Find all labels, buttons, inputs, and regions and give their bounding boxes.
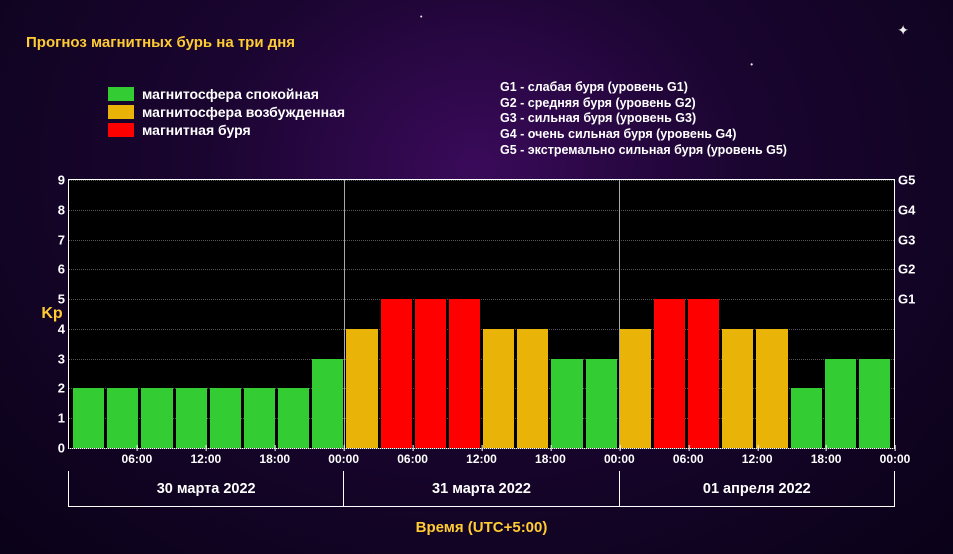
legend-item: магнитосфера спокойная [108,86,345,102]
bar [722,329,753,448]
legend-label: магнитосфера возбужденная [142,104,345,120]
x-tick: 06:00 [122,452,153,466]
legend-label: магнитосфера спокойная [142,86,319,102]
bar [210,388,241,448]
x-tick: 12:00 [190,452,221,466]
bar [688,299,719,448]
bar [141,388,172,448]
g-level-label: G3 - сильная буря (уровень G3) [500,111,787,127]
legend-swatch [108,123,134,137]
x-tick: 12:00 [742,452,773,466]
chart-container: Kp 0123456789 G1G2G3G4G5 06:0012:0018:00… [36,179,927,536]
g-level-label: G4 - очень сильная буря (уровень G4) [500,127,787,143]
x-ticks: 06:00 12:00 18:00 00:00 06:00 12:00 18:00 00:00… [68,449,895,471]
date-boxes: 30 марта 202231 марта 202201 апреля 2022 [68,471,895,507]
bar [176,388,207,448]
day-separator [619,180,620,448]
x-tick: 06:00 [673,452,704,466]
bar [859,359,890,448]
chart-bars [69,180,894,448]
legend-swatch [108,105,134,119]
y-tick-right: G1 [898,292,915,307]
x-tick: 06:00 [397,452,428,466]
legend-colors: магнитосфера спокойная магнитосфера возбу… [108,86,345,140]
y-tick-left: 9 [58,173,65,188]
bar [620,329,651,448]
y-tick-left: 1 [58,411,65,426]
date-label: 31 марта 2022 [344,471,619,507]
legend-swatch [108,87,134,101]
y-tick-left: 0 [58,441,65,456]
y-tick-left: 8 [58,202,65,217]
page-title: Прогноз магнитных бурь на три дня [26,34,295,51]
x-tick: 00:00 [880,452,911,466]
y-tick-left: 5 [58,292,65,307]
y-tick-left: 4 [58,321,65,336]
y-tick-left: 3 [58,351,65,366]
bar [791,388,822,448]
bar [107,388,138,448]
y-ticks-right: G1G2G3G4G5 [894,180,924,448]
bar [73,388,104,448]
day-separator [344,180,345,448]
bar [346,329,377,448]
g-level-label: G5 - экстремально сильная буря (уровень … [500,143,787,159]
legend-g-levels: G1 - слабая буря (уровень G1)G2 - средня… [500,80,787,158]
bar [551,359,582,448]
g-level-label: G2 - средняя буря (уровень G2) [500,96,787,112]
x-axis-title: Время (UTC+5:00) [68,519,895,536]
x-tick: 18:00 [811,452,842,466]
date-label: 30 марта 2022 [68,471,344,507]
x-tick: 00:00 [328,452,359,466]
legend-item: магнитная буря [108,122,345,138]
y-tick-left: 6 [58,262,65,277]
bar [517,329,548,448]
chart-plot-area: 0123456789 G1G2G3G4G5 [68,179,895,449]
y-tick-left: 2 [58,381,65,396]
x-tick: 18:00 [535,452,566,466]
bar [586,359,617,448]
bar [449,299,480,448]
y-tick-left: 7 [58,232,65,247]
bar [756,329,787,448]
bar [278,388,309,448]
g-level-label: G1 - слабая буря (уровень G1) [500,80,787,96]
bar [825,359,856,448]
bar [381,299,412,448]
bar [244,388,275,448]
legend-label: магнитная буря [142,122,251,138]
x-tick: 12:00 [466,452,497,466]
y-tick-right: G5 [898,173,915,188]
bar [654,299,685,448]
x-axis: 06:00 12:00 18:00 00:00 06:00 12:00 18:00 00:00… [68,449,895,513]
y-ticks-left: 0123456789 [47,180,69,448]
x-tick: 00:00 [604,452,635,466]
x-tick: 18:00 [259,452,290,466]
y-tick-right: G3 [898,232,915,247]
y-tick-right: G4 [898,202,915,217]
bar [312,359,343,448]
y-tick-right: G2 [898,262,915,277]
date-label: 01 апреля 2022 [620,471,895,507]
bar [483,329,514,448]
bar [415,299,446,448]
legend-item: магнитосфера возбужденная [108,104,345,120]
